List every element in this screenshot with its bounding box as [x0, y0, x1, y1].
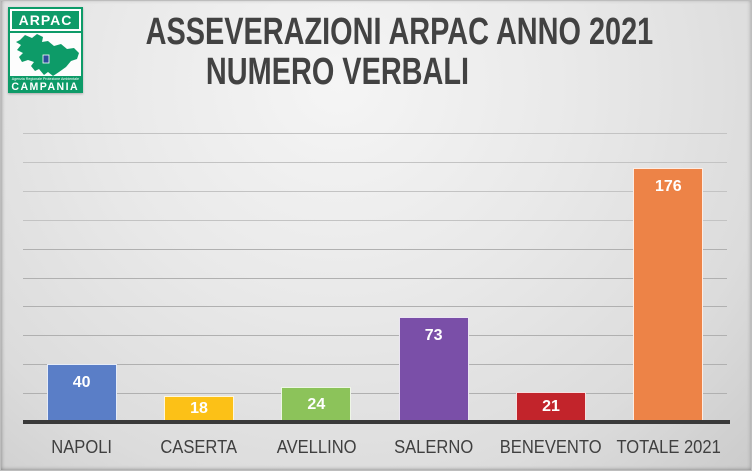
gridline-160 — [23, 190, 727, 192]
chart-title-line2: NUMERO VERBALI — [205, 51, 470, 93]
bar-value-label: 40 — [72, 374, 91, 392]
bar-value-label: 73 — [424, 326, 443, 344]
campania-map-icon — [16, 33, 79, 76]
category-label-avellino: AVELLINO — [276, 437, 357, 457]
category-axis: NAPOLI CASERTA AVELLINO SALERNO BENEVENTO TOT… — [23, 437, 727, 459]
logo-emblem — [42, 54, 50, 64]
bar-salerno: 73 — [398, 316, 469, 422]
bar-totale-2021: 176 — [633, 167, 704, 422]
gridline-60 — [23, 335, 727, 337]
bar-value-label: 21 — [542, 397, 560, 415]
gridline-100 — [23, 277, 727, 279]
bar-value-label: 24 — [307, 395, 326, 413]
category-label-totale-2021: TOTALE 2021 — [616, 437, 721, 457]
gridline-200 — [23, 133, 727, 134]
logo-map-panel — [10, 32, 81, 76]
gridline-120 — [23, 248, 727, 250]
category-label-caserta: CASERTA — [160, 437, 238, 457]
logo-header-band: ARPAC — [10, 9, 81, 31]
logo-brand-text: ARPAC — [18, 11, 73, 28]
logo-agency-band: Agenzia Regionale Protezione Ambientale — [8, 76, 83, 81]
category-label-napoli: NAPOLI — [51, 437, 113, 457]
category-label-salerno: SALERNO — [394, 437, 474, 457]
gridline-80 — [23, 306, 727, 308]
chart-title-line1: ASSEVERAZIONI ARPAC ANNO 2021 — [145, 11, 654, 53]
gridline-20 — [23, 393, 727, 395]
x-axis-line — [23, 420, 730, 424]
gridline-40 — [23, 364, 727, 366]
bar-value-label: 176 — [654, 177, 682, 195]
chart-title: ASSEVERAZIONI ARPAC ANNO 2021 NUMERO VER… — [85, 11, 654, 93]
arpac-logo: ARPAC Agenzia Regionale Protezione Ambie… — [8, 7, 83, 93]
bar-avellino: 24 — [281, 387, 352, 422]
logo-region-band: CAMPANIA — [8, 81, 83, 93]
bar-caserta: 18 — [164, 396, 234, 422]
gridline-140 — [23, 219, 727, 221]
bar-benevento: 21 — [516, 391, 586, 422]
logo-agency-line: Agenzia Regionale Protezione Ambientale — [11, 75, 80, 81]
gridline-180 — [23, 161, 727, 163]
category-label-benevento: BENEVENTO — [500, 437, 602, 457]
logo-region-text: CAMPANIA — [11, 81, 80, 93]
bar-napoli: 40 — [46, 364, 117, 422]
plot-area: 40 18 24 73 21 176 — [23, 133, 730, 424]
bar-value-label: 18 — [190, 400, 208, 417]
